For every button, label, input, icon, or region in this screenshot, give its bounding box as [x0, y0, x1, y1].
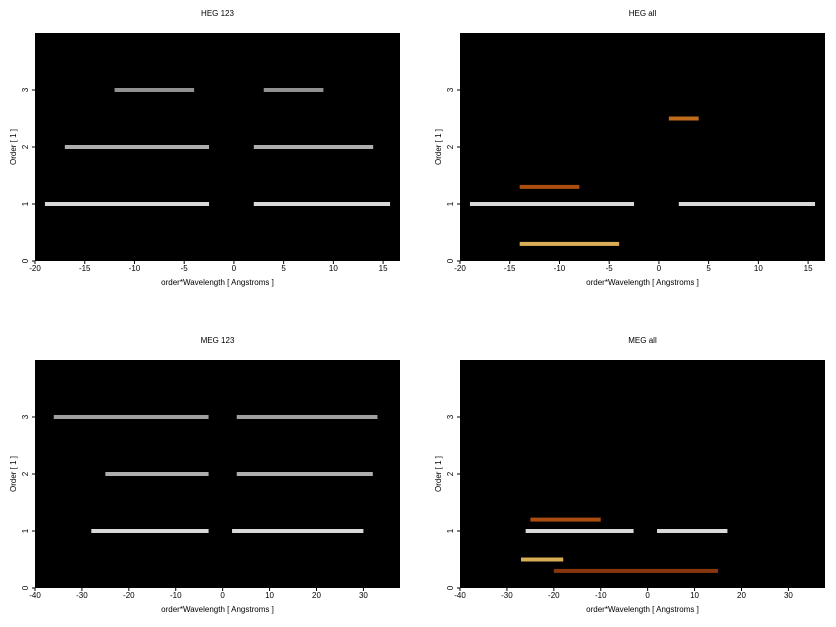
streak — [53, 415, 209, 419]
x-tick-label: -10 — [554, 264, 566, 273]
y-axis-label: Order [ 1 ] — [434, 456, 443, 492]
y-tick-label: 1 — [446, 201, 455, 206]
plot-area — [460, 33, 825, 261]
y-tick-label: 2 — [446, 471, 455, 476]
x-tick-label: -15 — [79, 264, 91, 273]
streak — [678, 202, 816, 206]
x-tick-label: -10 — [595, 591, 607, 600]
x-axis-label: order*Wavelength [ Angstroms ] — [586, 278, 699, 287]
streak — [530, 517, 601, 522]
x-axis-label: order*Wavelength [ Angstroms ] — [586, 605, 699, 614]
y-tick-label: 0 — [21, 585, 30, 590]
streak — [105, 472, 209, 476]
panel-title: MEG 123 — [201, 336, 235, 345]
x-tick-label: 20 — [312, 591, 321, 600]
x-tick-label: -20 — [123, 591, 135, 600]
x-tick-label: -20 — [454, 264, 466, 273]
streak — [44, 202, 210, 206]
streak — [263, 88, 324, 92]
streak — [657, 529, 728, 533]
panel-title: HEG all — [629, 9, 657, 18]
panel-title: HEG 123 — [201, 9, 234, 18]
y-tick-label: 0 — [446, 258, 455, 263]
x-tick-label: -30 — [501, 591, 513, 600]
y-tick-label: 1 — [21, 201, 30, 206]
streak — [253, 202, 391, 206]
y-tick-label: 3 — [446, 414, 455, 419]
x-tick-label: 10 — [329, 264, 338, 273]
x-tick-label: -10 — [129, 264, 141, 273]
x-tick-label: -10 — [170, 591, 182, 600]
x-tick-label: 0 — [645, 591, 650, 600]
y-axis-label: Order [ 1 ] — [9, 456, 18, 492]
x-tick-label: -5 — [606, 264, 614, 273]
x-tick-label: 30 — [784, 591, 793, 600]
plot-area — [460, 360, 825, 588]
streak — [520, 557, 564, 562]
x-tick-label: 10 — [690, 591, 699, 600]
streak — [91, 529, 209, 533]
x-tick-label: 15 — [804, 264, 813, 273]
y-tick-label: 2 — [21, 144, 30, 149]
streak — [553, 568, 719, 573]
x-tick-label: -15 — [504, 264, 516, 273]
y-tick-label: 1 — [446, 528, 455, 533]
x-tick-label: 15 — [379, 264, 388, 273]
streak — [236, 415, 378, 419]
x-tick-label: -30 — [76, 591, 88, 600]
y-tick-label: 0 — [21, 258, 30, 263]
streak — [668, 116, 699, 121]
streak — [114, 88, 195, 92]
y-tick-label: 0 — [446, 585, 455, 590]
x-tick-label: 5 — [706, 264, 711, 273]
streak — [232, 529, 364, 533]
y-tick-label: 1 — [21, 528, 30, 533]
x-tick-label: -20 — [548, 591, 560, 600]
y-tick-label: 2 — [446, 144, 455, 149]
streak — [525, 529, 634, 533]
x-tick-label: -5 — [181, 264, 189, 273]
panel-title: MEG all — [628, 336, 657, 345]
x-axis-label: order*Wavelength [ Angstroms ] — [161, 278, 274, 287]
y-axis-label: Order [ 1 ] — [434, 129, 443, 165]
streak — [64, 145, 210, 149]
y-tick-label: 3 — [446, 87, 455, 92]
x-tick-label: -20 — [29, 264, 41, 273]
x-axis-label: order*Wavelength [ Angstroms ] — [161, 605, 274, 614]
x-tick-label: -40 — [454, 591, 466, 600]
y-tick-label: 3 — [21, 414, 30, 419]
streak — [253, 145, 374, 149]
x-tick-label: 0 — [232, 264, 237, 273]
x-tick-label: -40 — [29, 591, 41, 600]
y-axis-label: Order [ 1 ] — [9, 129, 18, 165]
streak — [236, 472, 373, 476]
x-tick-label: 10 — [265, 591, 274, 600]
x-tick-label: 30 — [359, 591, 368, 600]
y-tick-label: 2 — [21, 471, 30, 476]
streak — [519, 184, 580, 189]
x-tick-label: 10 — [754, 264, 763, 273]
x-tick-label: 0 — [657, 264, 662, 273]
x-tick-label: 5 — [281, 264, 286, 273]
x-tick-label: 0 — [220, 591, 225, 600]
streak — [469, 202, 635, 206]
y-tick-label: 3 — [21, 87, 30, 92]
x-tick-label: 20 — [737, 591, 746, 600]
streak — [519, 241, 620, 246]
